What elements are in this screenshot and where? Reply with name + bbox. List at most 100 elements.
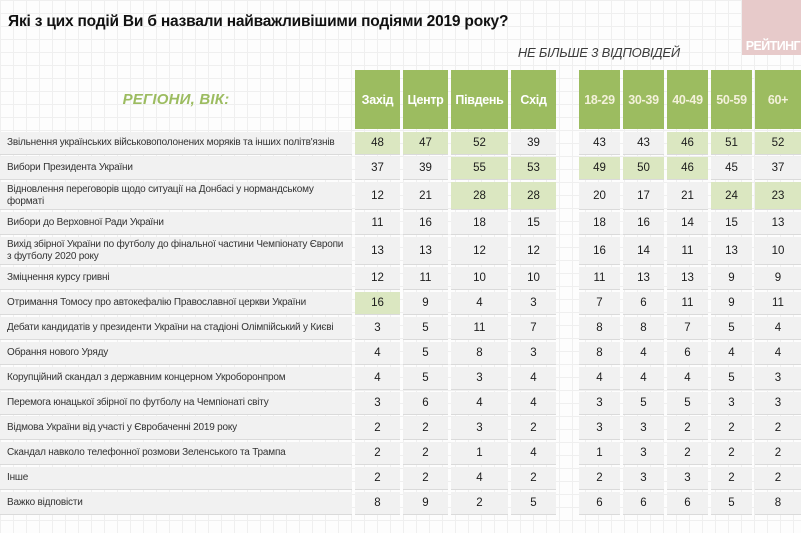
value-cell: 21 — [403, 182, 448, 210]
table-row: Корупційний скандал з державним концерно… — [0, 367, 801, 390]
value-cell: 6 — [579, 492, 620, 515]
value-cell: 5 — [403, 367, 448, 390]
value-cell: 4 — [623, 342, 664, 365]
value-cell: 46 — [667, 132, 708, 155]
value-cell: 2 — [711, 417, 752, 440]
value-cell: 5 — [511, 492, 556, 515]
value-cell: 11 — [755, 292, 801, 315]
table-row: Зміцнення курсу гривні 12 11 10 10 11 13 13 9 9 — [0, 267, 801, 290]
table-row: Важко відповісти 8 9 2 5 6 6 6 5 8 — [0, 492, 801, 515]
value-cell: 8 — [355, 492, 400, 515]
value-cell: 13 — [355, 237, 400, 265]
value-cell: 3 — [355, 317, 400, 340]
value-cell: 3 — [451, 417, 508, 440]
value-cell: 4 — [579, 367, 620, 390]
value-cell: 28 — [451, 182, 508, 210]
row-label: Звільнення українських військовополонени… — [0, 132, 352, 155]
value-cell: 53 — [511, 157, 556, 180]
value-cell: 4 — [711, 342, 752, 365]
value-cell: 10 — [755, 237, 801, 265]
value-cell: 12 — [355, 267, 400, 290]
row-label: Скандал навколо телефонної розмови Зелен… — [0, 442, 352, 465]
value-cell: 16 — [355, 292, 400, 315]
value-cell: 14 — [667, 212, 708, 235]
column-header: 60+ — [755, 70, 801, 129]
value-cell: 28 — [511, 182, 556, 210]
rating-logo: РЕЙТИНГ — [742, 0, 801, 55]
row-label: Перемога юнацької збірної по футболу на … — [0, 392, 352, 415]
value-cell: 4 — [755, 342, 801, 365]
value-cell: 3 — [623, 442, 664, 465]
table-row: Обрання нового Уряду 4 5 8 3 8 4 6 4 4 — [0, 342, 801, 365]
value-cell: 2 — [667, 417, 708, 440]
row-label: Відмова України від участі у Євробаченні… — [0, 417, 352, 440]
value-cell: 47 — [403, 132, 448, 155]
value-cell: 4 — [451, 292, 508, 315]
value-cell: 21 — [667, 182, 708, 210]
row-label: Корупційний скандал з державним концерно… — [0, 367, 352, 390]
value-cell: 13 — [667, 267, 708, 290]
value-cell: 2 — [451, 492, 508, 515]
column-header: Південь — [451, 70, 508, 129]
table-row: Перемога юнацької збірної по футболу на … — [0, 392, 801, 415]
value-cell: 11 — [355, 212, 400, 235]
value-cell: 2 — [511, 417, 556, 440]
column-group-gap — [559, 317, 576, 340]
value-cell: 39 — [511, 132, 556, 155]
value-cell: 8 — [579, 342, 620, 365]
value-cell: 16 — [579, 237, 620, 265]
value-cell: 43 — [623, 132, 664, 155]
value-cell: 7 — [667, 317, 708, 340]
value-cell: 11 — [403, 267, 448, 290]
value-cell: 6 — [403, 392, 448, 415]
column-group-gap — [559, 392, 576, 415]
value-cell: 1 — [579, 442, 620, 465]
value-cell: 5 — [711, 492, 752, 515]
table-header-row: РЕГІОНИ, ВІК: Захід Центр Південь Схід 18-29… — [0, 70, 801, 129]
value-cell: 2 — [355, 467, 400, 490]
value-cell: 6 — [667, 342, 708, 365]
value-cell: 2 — [711, 467, 752, 490]
value-cell: 4 — [511, 367, 556, 390]
value-cell: 4 — [511, 392, 556, 415]
value-cell: 2 — [355, 442, 400, 465]
value-cell: 51 — [711, 132, 752, 155]
value-cell: 12 — [511, 237, 556, 265]
column-group-gap — [559, 237, 576, 265]
value-cell: 3 — [623, 417, 664, 440]
column-group-gap — [559, 442, 576, 465]
value-cell: 18 — [579, 212, 620, 235]
column-header: Захід — [355, 70, 400, 129]
value-cell: 2 — [403, 442, 448, 465]
value-cell: 5 — [667, 392, 708, 415]
value-cell: 4 — [623, 367, 664, 390]
value-cell: 13 — [711, 237, 752, 265]
value-cell: 9 — [711, 292, 752, 315]
column-header: 18-29 — [579, 70, 620, 129]
table-row: Скандал навколо телефонної розмови Зелен… — [0, 442, 801, 465]
value-cell: 55 — [451, 157, 508, 180]
column-group-gap — [559, 367, 576, 390]
value-cell: 5 — [403, 317, 448, 340]
value-cell: 3 — [623, 467, 664, 490]
value-cell: 14 — [623, 237, 664, 265]
value-cell: 4 — [451, 392, 508, 415]
value-cell: 3 — [755, 392, 801, 415]
column-group-gap — [559, 157, 576, 180]
value-cell: 8 — [623, 317, 664, 340]
value-cell: 2 — [755, 417, 801, 440]
column-group-gap — [559, 467, 576, 490]
value-cell: 4 — [451, 467, 508, 490]
answers-limit-note: НЕ БІЛЬШЕ 3 ВІДПОВІДЕЙ — [517, 45, 680, 60]
value-cell: 15 — [711, 212, 752, 235]
value-cell: 4 — [355, 342, 400, 365]
value-cell: 11 — [579, 267, 620, 290]
row-label: Вибори Президента України — [0, 157, 352, 180]
value-cell: 2 — [667, 442, 708, 465]
value-cell: 46 — [667, 157, 708, 180]
value-cell: 11 — [667, 237, 708, 265]
value-cell: 3 — [755, 367, 801, 390]
value-cell: 3 — [579, 392, 620, 415]
table-body: Звільнення українських військовополонени… — [0, 132, 801, 515]
value-cell: 23 — [755, 182, 801, 210]
